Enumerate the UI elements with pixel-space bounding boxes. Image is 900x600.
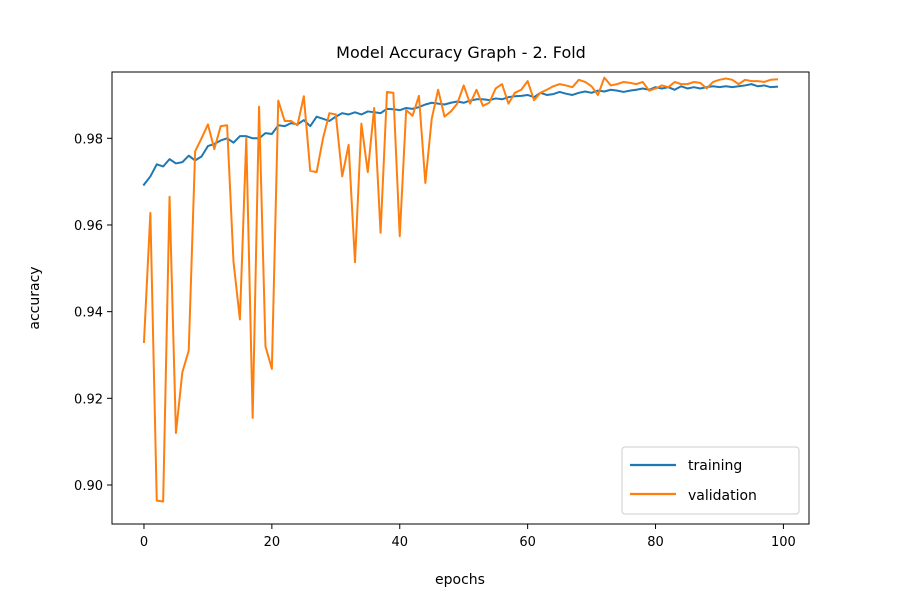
- axes-frame: [111, 71, 810, 525]
- y-tick-label: 0.92: [74, 392, 103, 407]
- x-axis-label: epochs: [435, 572, 485, 588]
- plot-area: [142, 76, 779, 503]
- x-tick-label: 100: [771, 535, 796, 550]
- chart-title: Model Accuracy Graph - 2. Fold: [336, 43, 586, 62]
- y-axis-label: accuracy: [27, 266, 43, 329]
- y-axis-ticks: 0.90 0.92 0.94 0.96 0.98: [74, 132, 112, 494]
- x-tick-label: 40: [391, 535, 408, 550]
- y-tick-label: 0.94: [74, 306, 103, 321]
- x-tick-label: 80: [647, 535, 664, 550]
- y-tick-label: 0.98: [74, 132, 103, 147]
- series-line-validation: [142, 76, 779, 503]
- x-tick-label: 0: [140, 535, 148, 550]
- y-tick-label: 0.90: [74, 479, 103, 494]
- x-tick-label: 60: [519, 535, 536, 550]
- x-tick-label: 20: [264, 535, 281, 550]
- legend: training validation: [621, 446, 800, 515]
- y-tick-label: 0.96: [74, 219, 103, 234]
- legend-label-validation: validation: [688, 488, 757, 504]
- legend-box: [621, 446, 800, 515]
- series-line-training: [142, 83, 779, 187]
- x-axis-ticks: 0 20 40 60 80 100: [140, 524, 796, 550]
- legend-label-training: training: [688, 458, 742, 474]
